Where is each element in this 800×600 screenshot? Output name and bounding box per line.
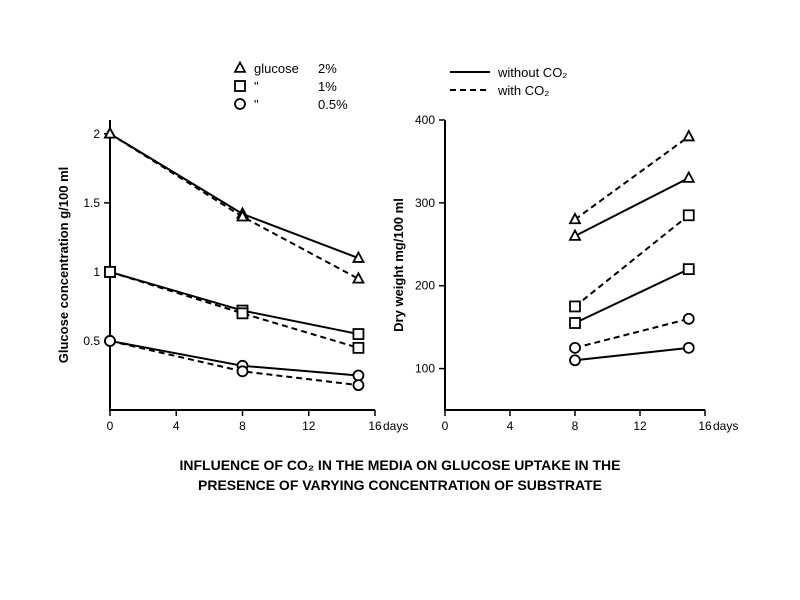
circle-marker xyxy=(235,99,245,109)
data-line xyxy=(110,272,358,334)
y-tick-label: 100 xyxy=(415,362,435,376)
legend-marker-label: " xyxy=(254,79,259,94)
y-axis-label: Dry weight mg/100 ml xyxy=(391,198,406,332)
square-marker xyxy=(353,329,363,339)
triangle-marker xyxy=(353,253,363,262)
y-tick-label: 300 xyxy=(415,196,435,210)
circle-marker xyxy=(570,343,580,353)
triangle-marker xyxy=(353,273,363,282)
axis xyxy=(445,120,705,410)
square-marker xyxy=(570,301,580,311)
caption-line-2: PRESENCE OF VARYING CONCENTRATION OF SUB… xyxy=(198,477,602,493)
square-marker xyxy=(238,308,248,318)
square-marker xyxy=(570,318,580,328)
x-tick-label: 0 xyxy=(442,419,449,433)
y-tick-label: 0.5 xyxy=(83,334,100,348)
x-suffix: days xyxy=(713,419,738,433)
x-tick-label: 8 xyxy=(572,419,579,433)
triangle-marker xyxy=(684,173,694,182)
x-suffix: days xyxy=(383,419,408,433)
square-marker xyxy=(684,264,694,274)
chart-container: 0481216days0.511.52Glucose concentration… xyxy=(50,60,750,540)
circle-marker xyxy=(353,380,363,390)
x-tick-label: 12 xyxy=(633,419,647,433)
y-tick-label: 400 xyxy=(415,113,435,127)
circle-marker xyxy=(353,370,363,380)
x-tick-label: 4 xyxy=(507,419,514,433)
circle-marker xyxy=(684,314,694,324)
triangle-marker xyxy=(684,131,694,140)
data-line xyxy=(575,348,689,360)
circle-marker xyxy=(105,336,115,346)
caption-line-1: INFLUENCE OF CO₂ IN THE MEDIA ON GLUCOSE… xyxy=(179,457,620,473)
y-tick-label: 1 xyxy=(93,265,100,279)
legend-line-label: without CO₂ xyxy=(497,65,567,80)
y-tick-label: 200 xyxy=(415,279,435,293)
data-line xyxy=(575,269,689,323)
square-marker xyxy=(353,343,363,353)
x-tick-label: 16 xyxy=(698,419,712,433)
circle-marker xyxy=(238,366,248,376)
square-marker xyxy=(105,267,115,277)
circle-marker xyxy=(684,343,694,353)
legend-marker-label: glucose xyxy=(254,61,299,76)
y-axis-label: Glucose concentration g/100 ml xyxy=(56,167,71,364)
y-tick-label: 2 xyxy=(93,127,100,141)
legend-marker-label: " xyxy=(254,97,259,112)
x-tick-label: 16 xyxy=(368,419,382,433)
legend-marker-pct: 1% xyxy=(318,79,337,94)
triangle-marker xyxy=(235,63,245,72)
data-line xyxy=(110,134,358,258)
triangle-marker xyxy=(105,128,115,137)
legend-marker-pct: 0.5% xyxy=(318,97,348,112)
data-line xyxy=(110,341,358,376)
circle-marker xyxy=(570,355,580,365)
legend-marker-pct: 2% xyxy=(318,61,337,76)
data-line xyxy=(575,215,689,306)
square-marker xyxy=(684,210,694,220)
x-tick-label: 8 xyxy=(239,419,246,433)
y-tick-label: 1.5 xyxy=(83,196,100,210)
x-tick-label: 0 xyxy=(107,419,114,433)
triangle-marker xyxy=(570,231,580,240)
chart-svg: 0481216days0.511.52Glucose concentration… xyxy=(50,60,750,540)
legend-line-label: with CO₂ xyxy=(497,83,549,98)
triangle-marker xyxy=(570,214,580,223)
x-tick-label: 12 xyxy=(302,419,316,433)
square-marker xyxy=(235,81,245,91)
x-tick-label: 4 xyxy=(173,419,180,433)
data-line xyxy=(575,319,689,348)
